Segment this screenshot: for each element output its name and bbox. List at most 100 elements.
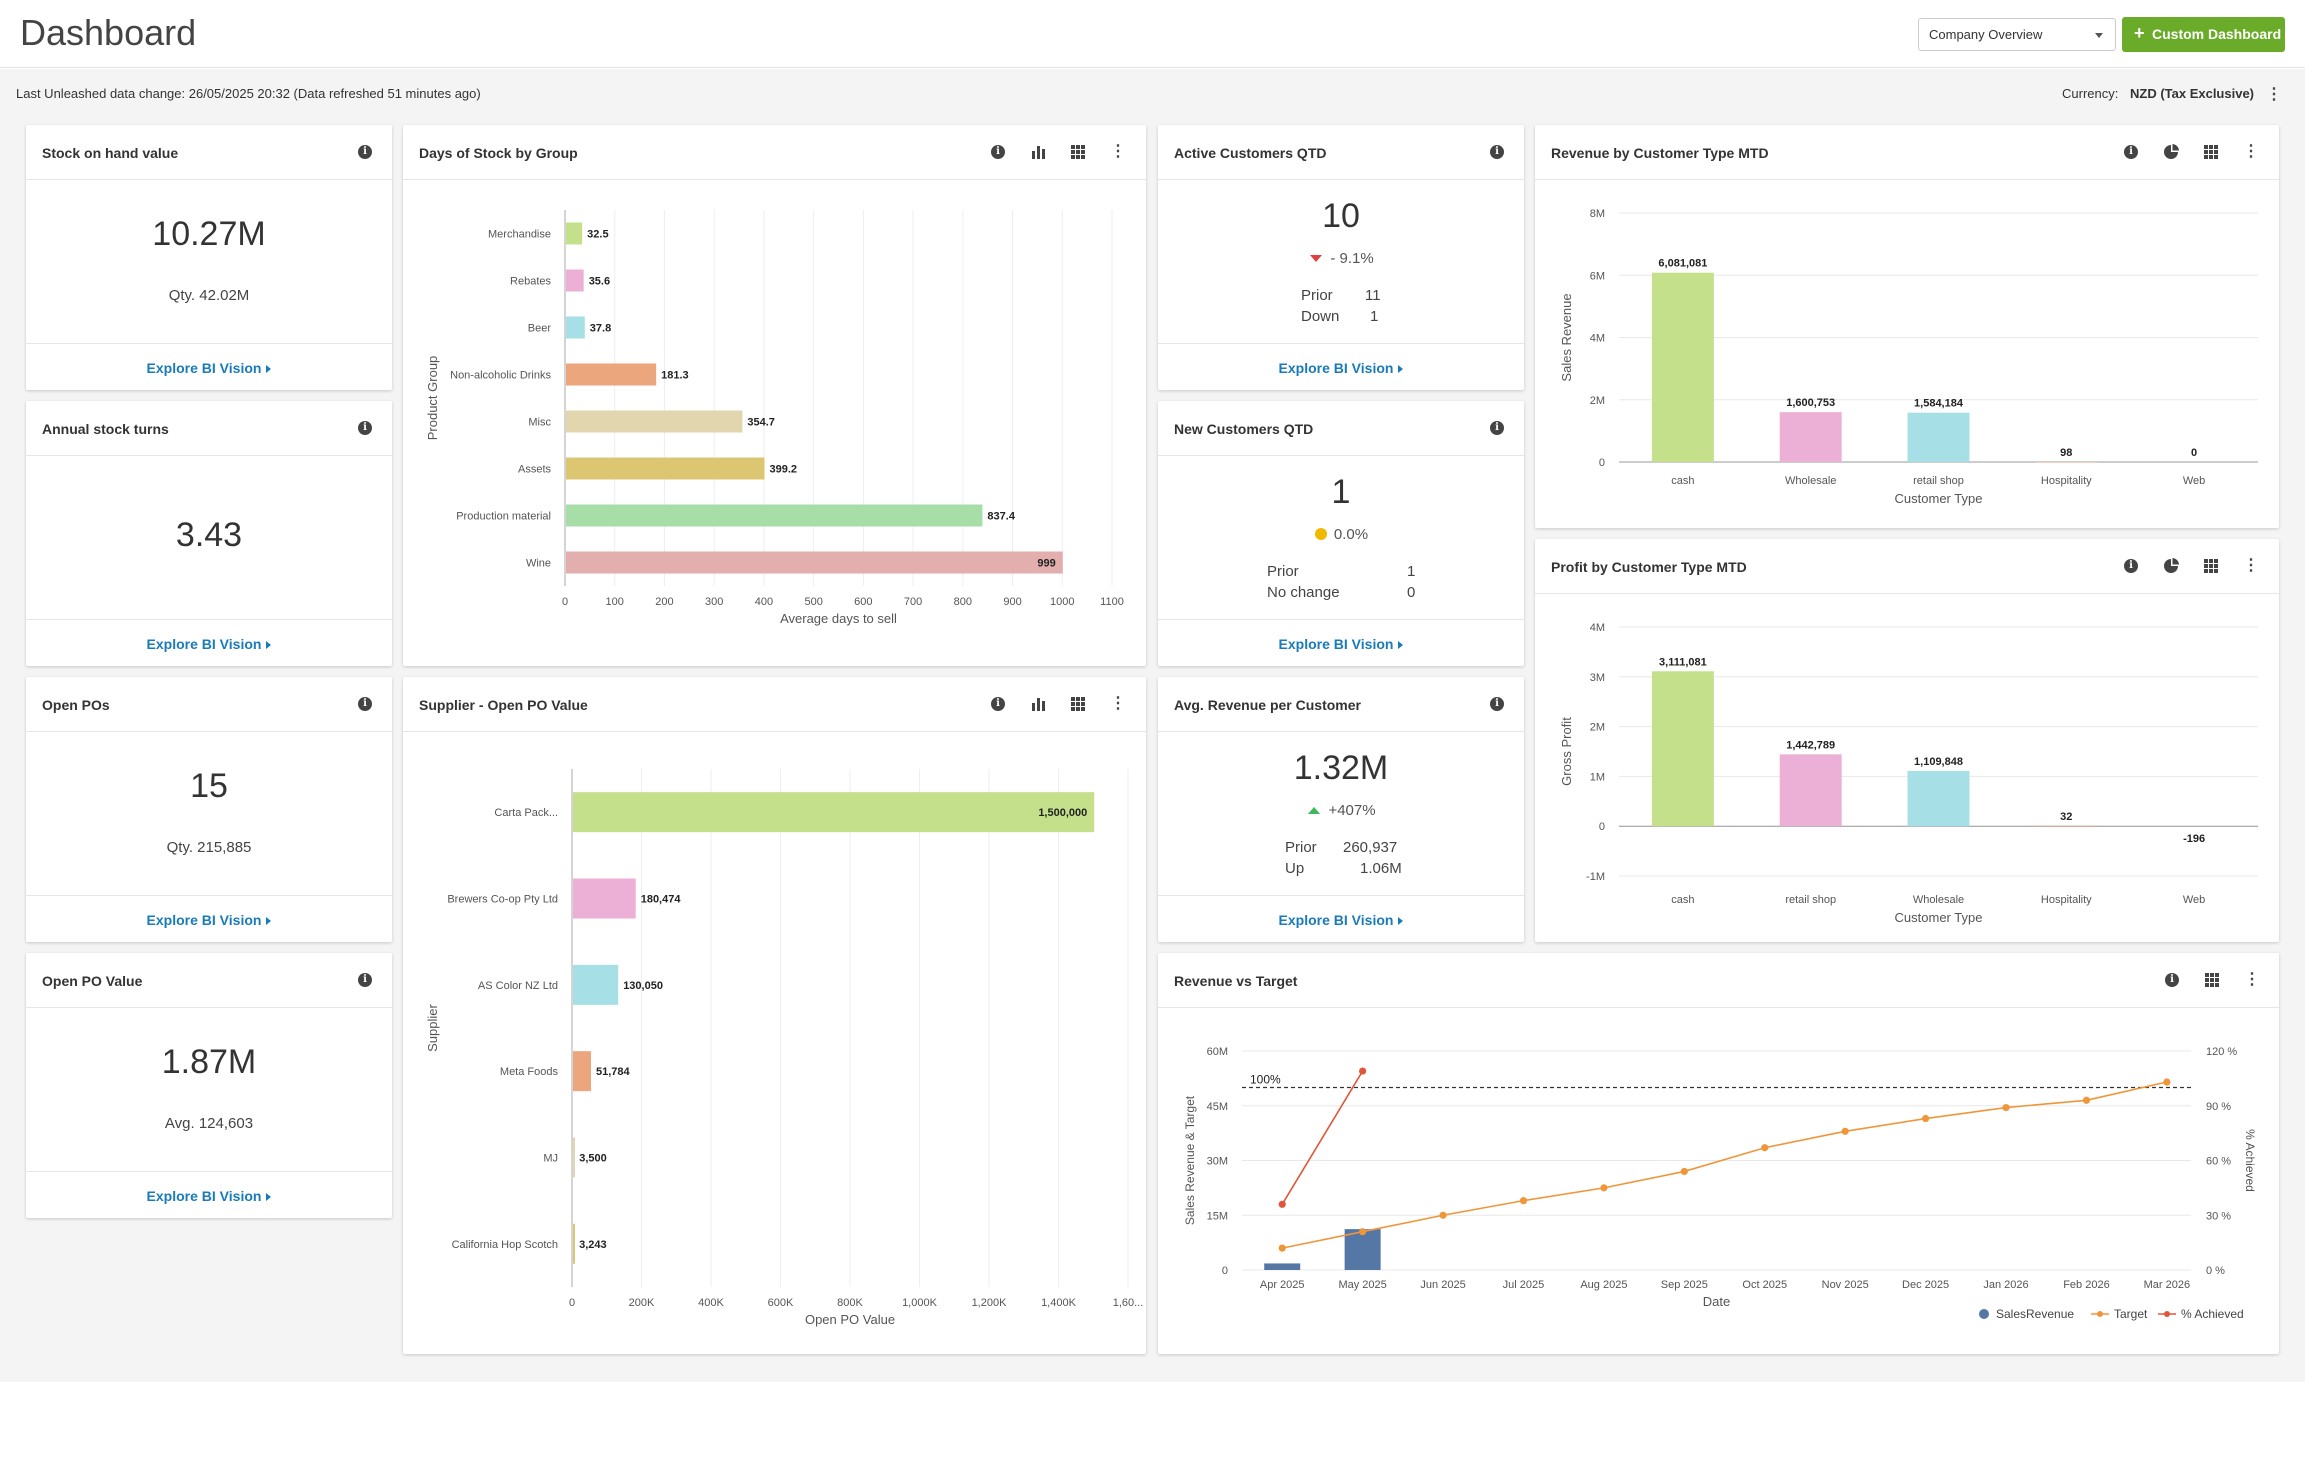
- info-icon[interactable]: i: [356, 695, 374, 713]
- top-bar: Dashboard Company Overview + Custom Dash…: [0, 0, 2305, 68]
- card-open-po-value: Open PO Value i 1.87M Avg. 124,603 Explo…: [26, 953, 392, 1218]
- data-label: 1,500,000: [1038, 807, 1087, 819]
- caret-right-icon: [266, 917, 272, 925]
- category-label: AS Color NZ Ltd: [478, 980, 558, 992]
- grid-icon[interactable]: [2202, 557, 2220, 575]
- supplier-po-chart: 0 200K 400K 600K 800K 1,000K 1,200K 1,400K 1,60.…: [425, 769, 1143, 1327]
- category-label: California Hop Scotch: [452, 1239, 558, 1251]
- caret-right-icon: [266, 1193, 272, 1201]
- bar: [573, 1137, 575, 1178]
- page-menu-icon[interactable]: ⋮: [2266, 86, 2282, 103]
- last-change-info: Last Unleashed data change: 26/05/2025 2…: [16, 86, 481, 101]
- x-tick-label: 500: [804, 596, 822, 608]
- y-axis-title: Sales Revenue & Target: [1183, 1095, 1197, 1225]
- change-value: 1.06M: [1360, 860, 1402, 877]
- days-of-stock-chart: 0 100 200 300 400 500 600 700 800 900 1000 1100 Merc…: [425, 210, 1124, 626]
- info-icon[interactable]: i: [356, 143, 374, 161]
- category-label: Web: [2183, 894, 2205, 906]
- explore-bi-vision-link[interactable]: Explore BI Vision: [147, 912, 272, 928]
- category-label: Rebates: [510, 276, 551, 288]
- explore-bi-vision-link[interactable]: Explore BI Vision: [1279, 636, 1404, 652]
- card-title: Days of Stock by Group: [419, 145, 578, 161]
- info-icon[interactable]: i: [989, 695, 1007, 713]
- explore-bi-vision-link[interactable]: Explore BI Vision: [147, 1188, 272, 1204]
- card-new-customers: New Customers QTD i 1 0.0% Prior No chang…: [1158, 401, 1524, 666]
- series-point: [2082, 1096, 2091, 1104]
- data-label: 0: [2191, 447, 2197, 459]
- more-menu-icon[interactable]: ⋮: [1110, 695, 1126, 712]
- more-menu-icon[interactable]: ⋮: [1110, 143, 1126, 160]
- dashboard-select[interactable]: Company Overview: [1918, 18, 2116, 51]
- explore-label: Explore BI Vision: [1278, 912, 1394, 928]
- info-icon[interactable]: i: [2163, 971, 2181, 989]
- grid-icon[interactable]: [1069, 143, 1087, 161]
- card-open-pos: Open POs i 15 Qty. 215,885 Explore BI Vi…: [26, 677, 392, 942]
- y2-tick-label: 0 %: [2206, 1265, 2225, 1277]
- bar: [566, 551, 1063, 574]
- info-icon[interactable]: i: [2122, 143, 2140, 161]
- x-tick-label: 800: [954, 596, 972, 608]
- bar: [566, 363, 657, 386]
- data-label: 1,109,848: [1914, 756, 1963, 768]
- series-point: [1922, 1114, 1930, 1123]
- grid-icon[interactable]: [1069, 695, 1087, 713]
- explore-bi-vision-link[interactable]: Explore BI Vision: [1279, 912, 1404, 928]
- grid-icon[interactable]: [2202, 143, 2220, 161]
- profit-by-type-chart: -1M 0 1M 2M 3M 4M 3,111,081 cash 1,442,789 retail…: [1559, 622, 2258, 925]
- explore-label: Explore BI Vision: [146, 636, 262, 652]
- info-icon[interactable]: i: [1488, 419, 1506, 437]
- kpi-sub: Qty. 42.02M: [168, 287, 250, 304]
- kpi-value: 1: [1331, 473, 1351, 511]
- grid-icon[interactable]: [2203, 971, 2221, 989]
- explore-bi-vision-link[interactable]: Explore BI Vision: [147, 360, 272, 376]
- more-menu-icon[interactable]: ⋮: [2243, 557, 2259, 574]
- prior-values: 260,937 1.06M: [1343, 837, 1402, 879]
- bar: [1907, 770, 1970, 827]
- series-point: [1600, 1184, 1608, 1192]
- bar: [2035, 461, 2098, 463]
- card-title: New Customers QTD: [1174, 421, 1314, 437]
- explore-bi-vision-link[interactable]: Explore BI Vision: [1279, 360, 1404, 376]
- kpi-sub: Qty. 215,885: [166, 839, 252, 856]
- bar: [573, 1223, 575, 1264]
- info-icon[interactable]: i: [1488, 695, 1506, 713]
- pie-chart-icon[interactable]: [2162, 143, 2180, 161]
- x-tick-label: 0: [562, 596, 568, 608]
- card-title: Annual stock turns: [42, 421, 169, 437]
- y2-tick-label: 30 %: [2206, 1210, 2231, 1222]
- category-label: Wholesale: [1913, 894, 1964, 906]
- info-icon[interactable]: i: [356, 419, 374, 437]
- more-menu-icon[interactable]: ⋮: [2243, 143, 2259, 160]
- explore-label: Explore BI Vision: [146, 1188, 262, 1204]
- info-icon[interactable]: i: [989, 143, 1007, 161]
- series-point: [1680, 1167, 1688, 1176]
- bar-chart-icon[interactable]: [1029, 143, 1047, 161]
- card-revenue-by-type: Revenue by Customer Type MTD i ⋮ 0 2M 4M 6M…: [1535, 125, 2279, 528]
- trend-down-icon: [1310, 255, 1323, 262]
- info-icon[interactable]: i: [1488, 143, 1506, 161]
- info-icon[interactable]: i: [356, 971, 374, 989]
- explore-bi-vision-link[interactable]: Explore BI Vision: [147, 636, 272, 652]
- x-tick-label: 1,200K: [972, 1297, 1008, 1309]
- kpi-delta-text: - 9.1%: [1330, 250, 1374, 267]
- x-tick-label: 600K: [768, 1297, 794, 1309]
- category-label: MJ: [543, 1153, 558, 1165]
- bar-chart-icon[interactable]: [1029, 695, 1047, 713]
- chevron-down-icon: [2095, 33, 2103, 38]
- pie-chart-icon[interactable]: [2162, 557, 2180, 575]
- info-icon[interactable]: i: [2122, 557, 2140, 575]
- explore-label: Explore BI Vision: [1278, 636, 1394, 652]
- dashboard-select-value: Company Overview: [1929, 27, 2043, 42]
- series-point: [2163, 1078, 2171, 1086]
- custom-dashboard-button[interactable]: + Custom Dashboard: [2122, 17, 2285, 52]
- more-menu-icon[interactable]: ⋮: [2244, 971, 2260, 988]
- x-tick-label: 0: [569, 1297, 575, 1309]
- data-label: 999: [1037, 558, 1055, 570]
- y-tick-label: 60M: [1207, 1046, 1228, 1058]
- y-tick-label: 15M: [1207, 1210, 1228, 1222]
- explore-label: Explore BI Vision: [1278, 360, 1394, 376]
- revenue-vs-target-chart: 0 15M 30M 45M 60M 0 % 30 % 60 % 90 % 120 % Apr 202…: [1183, 1046, 2257, 1321]
- category-label: Assets: [518, 464, 552, 476]
- y-tick-label: 2M: [1590, 722, 1605, 734]
- card-supplier-po: Supplier - Open PO Value i ⋮ 0 200K 400K 60…: [403, 677, 1146, 1354]
